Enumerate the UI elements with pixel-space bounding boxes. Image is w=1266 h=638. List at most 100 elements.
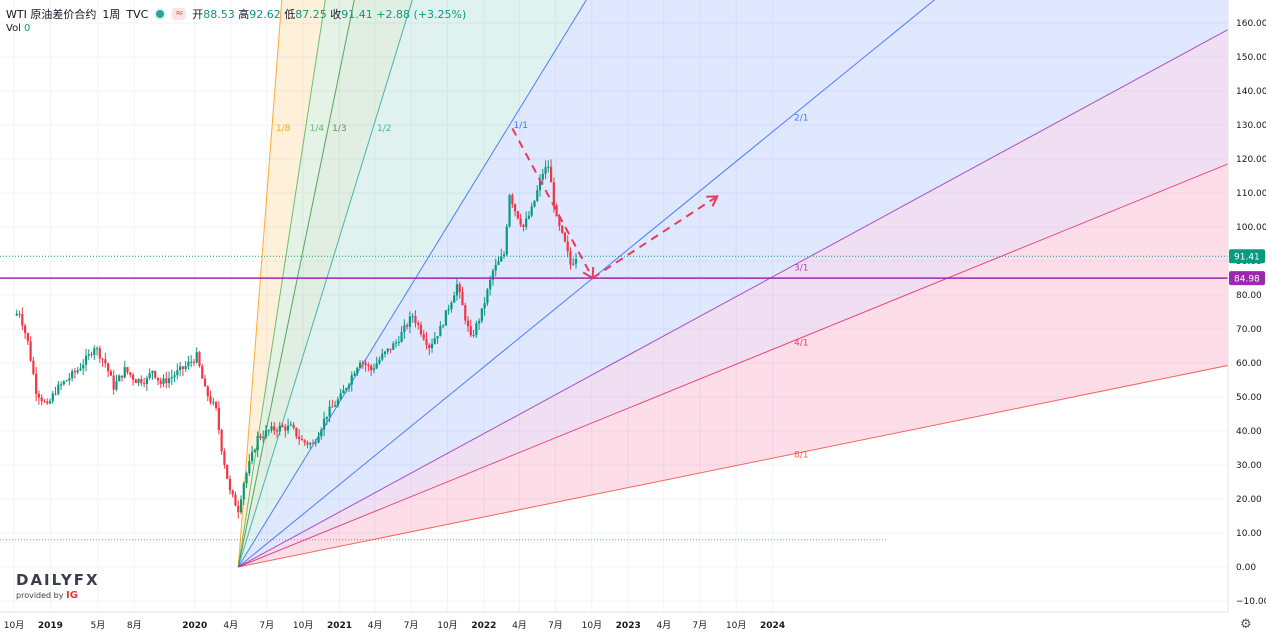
candle-body[interactable] — [436, 336, 439, 339]
candle-body[interactable] — [104, 359, 107, 364]
candle-body[interactable] — [264, 430, 268, 438]
candle-body[interactable] — [231, 490, 234, 495]
candle-body[interactable] — [90, 354, 93, 356]
candle-body[interactable] — [411, 316, 414, 318]
candle-body[interactable] — [23, 325, 27, 334]
candle-body[interactable] — [381, 353, 384, 360]
candle-body[interactable] — [334, 405, 337, 407]
candle-body[interactable] — [428, 344, 431, 349]
candles[interactable] — [15, 159, 578, 519]
candle-body[interactable] — [284, 426, 287, 431]
candle-body[interactable] — [126, 367, 129, 373]
candle-body[interactable] — [15, 313, 18, 316]
candle-body[interactable] — [389, 348, 392, 350]
candle-body[interactable] — [98, 348, 101, 359]
candle-body[interactable] — [239, 499, 243, 513]
candle-body[interactable] — [154, 370, 157, 378]
candle-body[interactable] — [234, 494, 237, 506]
candle-body[interactable] — [370, 365, 373, 371]
candle-body[interactable] — [40, 397, 43, 402]
candle-body[interactable] — [179, 366, 182, 371]
candle-body[interactable] — [525, 218, 528, 227]
candle-body[interactable] — [137, 378, 140, 383]
candle-body[interactable] — [267, 430, 270, 432]
candle-body[interactable] — [500, 256, 503, 262]
candle-body[interactable] — [367, 365, 370, 367]
candle-body[interactable] — [378, 359, 381, 364]
candle-body[interactable] — [311, 443, 315, 445]
candle-body[interactable] — [123, 367, 126, 378]
candle-body[interactable] — [403, 325, 406, 332]
candle-body[interactable] — [165, 378, 168, 384]
candle-body[interactable] — [46, 401, 49, 404]
candle-body[interactable] — [469, 326, 472, 336]
candle-body[interactable] — [159, 380, 162, 384]
candle-body[interactable] — [184, 365, 187, 369]
candle-body[interactable] — [93, 348, 96, 355]
candle-body[interactable] — [215, 402, 218, 408]
candle-body[interactable] — [298, 436, 301, 440]
candle-body[interactable] — [209, 396, 212, 403]
candle-body[interactable] — [527, 215, 531, 219]
annotation-arrow-line[interactable] — [511, 127, 594, 279]
candle-body[interactable] — [29, 341, 32, 361]
candle-body[interactable] — [558, 216, 561, 226]
candle-body[interactable] — [466, 320, 470, 327]
candle-body[interactable] — [314, 442, 317, 444]
candle-body[interactable] — [566, 241, 569, 252]
gann-line-4-1[interactable] — [238, 0, 1266, 568]
candle-body[interactable] — [350, 375, 353, 385]
candle-body[interactable] — [358, 362, 362, 368]
candle-body[interactable] — [181, 366, 184, 369]
candle-body[interactable] — [480, 308, 483, 321]
candle-body[interactable] — [453, 295, 456, 303]
candle-body[interactable] — [195, 352, 198, 363]
candle-body[interactable] — [538, 179, 542, 191]
candle-body[interactable] — [300, 439, 304, 441]
candle-body[interactable] — [173, 375, 176, 377]
candle-body[interactable] — [386, 348, 389, 352]
candle-body[interactable] — [190, 361, 193, 363]
candle-body[interactable] — [508, 195, 511, 227]
candle-body[interactable] — [497, 261, 500, 265]
candle-body[interactable] — [109, 371, 112, 376]
candle-body[interactable] — [48, 401, 52, 404]
candle-body[interactable] — [237, 505, 240, 513]
candle-body[interactable] — [339, 393, 342, 400]
candle-body[interactable] — [201, 366, 204, 379]
interval-label[interactable]: 1周 — [102, 8, 121, 21]
candle-body[interactable] — [245, 473, 248, 484]
candle-body[interactable] — [134, 379, 137, 383]
candle-body[interactable] — [206, 386, 209, 397]
candle-body[interactable] — [148, 373, 151, 379]
candle-body[interactable] — [143, 383, 146, 385]
candle-body[interactable] — [65, 380, 68, 382]
candle-body[interactable] — [422, 334, 425, 340]
candle-body[interactable] — [309, 443, 312, 445]
annotation-arrow-line[interactable] — [592, 195, 718, 279]
candle-body[interactable] — [176, 370, 179, 376]
candle-body[interactable] — [112, 375, 115, 390]
gann-line-1-3[interactable] — [237, 0, 839, 568]
gann-line-1-4[interactable] — [237, 0, 693, 568]
candle-body[interactable] — [120, 375, 124, 378]
candle-body[interactable] — [278, 425, 281, 432]
candle-body[interactable] — [345, 388, 348, 391]
candle-body[interactable] — [292, 424, 295, 428]
candle-body[interactable] — [552, 182, 555, 206]
candle-body[interactable] — [555, 205, 558, 217]
candle-body[interactable] — [325, 416, 328, 419]
candle-body[interactable] — [419, 324, 423, 335]
symbol-name[interactable]: WTI 原油差价合约 — [6, 8, 97, 21]
candle-body[interactable] — [475, 323, 478, 336]
candle-body[interactable] — [375, 363, 378, 369]
candle-body[interactable] — [262, 437, 265, 439]
candle-body[interactable] — [95, 348, 99, 350]
candle-body[interactable] — [536, 190, 539, 201]
candle-body[interactable] — [51, 393, 54, 402]
candle-body[interactable] — [563, 232, 567, 242]
candle-body[interactable] — [242, 483, 245, 500]
candle-body[interactable] — [489, 279, 492, 290]
